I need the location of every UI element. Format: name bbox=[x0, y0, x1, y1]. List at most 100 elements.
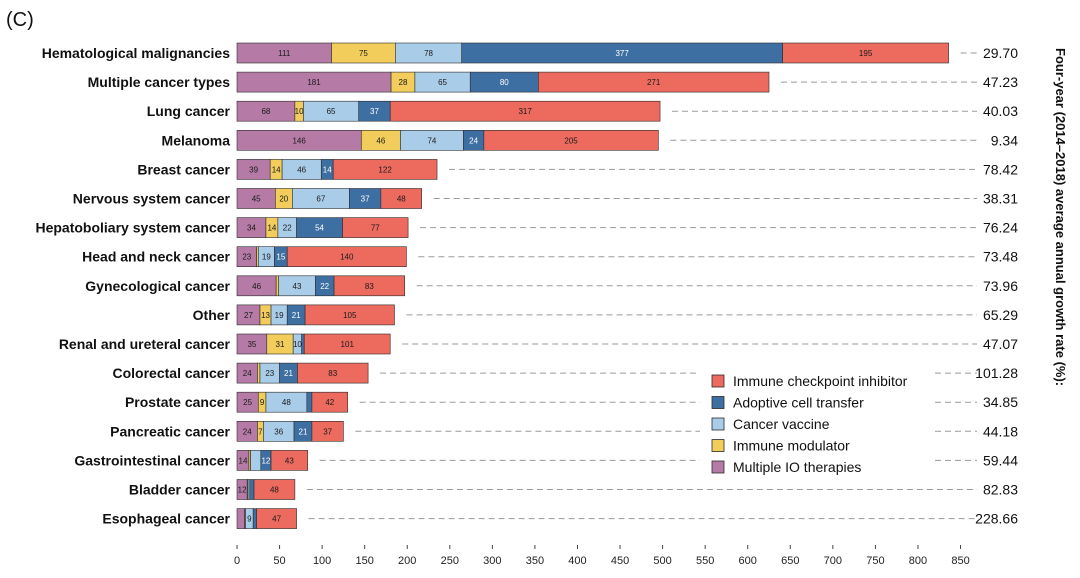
segment-value-label: 19 bbox=[275, 311, 284, 320]
segment-value-label: 14 bbox=[323, 165, 332, 174]
bar-segment bbox=[538, 71, 770, 93]
segment-value-label: 24 bbox=[243, 369, 252, 378]
segment-value-label: 22 bbox=[283, 224, 292, 233]
bar-segment bbox=[297, 362, 369, 384]
segment-value-label: 54 bbox=[315, 224, 324, 233]
leader-lines bbox=[306, 52, 977, 520]
growth-rate-label: 228.66 bbox=[975, 511, 1018, 527]
segment-value-label: 14 bbox=[267, 224, 276, 233]
segment-value-label: 65 bbox=[327, 107, 336, 116]
segment-value-label: 78 bbox=[424, 49, 433, 58]
category-label: Breast cancer bbox=[137, 161, 230, 177]
legend-swatch bbox=[711, 417, 725, 431]
segment-value-label: 48 bbox=[270, 486, 279, 495]
segment-value-label: 20 bbox=[279, 195, 288, 204]
bar-segment bbox=[311, 391, 348, 413]
bar-segment bbox=[483, 130, 659, 151]
segment-value-label: 12 bbox=[261, 456, 270, 465]
growth-rate-label: 76.24 bbox=[983, 220, 1018, 236]
growth-rate-label: 73.96 bbox=[983, 278, 1018, 294]
category-label: Pancreatic cancer bbox=[110, 423, 230, 439]
category-label: Multiple cancer types bbox=[88, 74, 231, 90]
legend-swatch bbox=[711, 439, 725, 452]
bar-segment bbox=[236, 508, 245, 529]
segment-value-label: 39 bbox=[249, 165, 258, 174]
growth-rate-label: 101.28 bbox=[975, 365, 1018, 381]
segment-value-label: 28 bbox=[399, 78, 408, 87]
segment-value-label: 25 bbox=[243, 398, 252, 407]
segment-value-label: 9 bbox=[260, 398, 265, 407]
growth-rate-label: 73.48 bbox=[983, 249, 1018, 265]
segment-value-label: 271 bbox=[647, 78, 661, 87]
segment-value-label: 75 bbox=[359, 49, 368, 58]
bar-segment bbox=[389, 100, 661, 122]
segment-value-label: 45 bbox=[252, 195, 261, 204]
x-tick-label: 500 bbox=[653, 555, 671, 567]
segment-value-label: 48 bbox=[397, 195, 406, 204]
category-label: Bladder cancer bbox=[129, 482, 231, 498]
bar-segment bbox=[306, 391, 313, 413]
segment-value-label: 146 bbox=[292, 136, 306, 145]
category-label: Head and neck cancer bbox=[82, 249, 230, 265]
growth-rate-label: 44.18 bbox=[983, 423, 1018, 439]
x-tick-label: 750 bbox=[866, 555, 884, 567]
bar-segment bbox=[303, 333, 391, 355]
growth-rate-label: 47.23 bbox=[983, 74, 1018, 90]
bar-segment bbox=[782, 42, 949, 64]
x-axis: 0 50 100 150 200 250 300 350 400 450 500 550 600 650 7… bbox=[234, 545, 970, 567]
growth-rate-label: 82.83 bbox=[983, 482, 1018, 498]
x-tick-label: 150 bbox=[356, 555, 374, 567]
segment-value-label: 46 bbox=[376, 136, 385, 145]
growth-rate-label: 47.07 bbox=[983, 336, 1018, 352]
category-label: Gastrointestinal cancer bbox=[74, 452, 230, 468]
segment-value-label: 46 bbox=[252, 282, 261, 291]
segment-value-label: 24 bbox=[469, 136, 478, 145]
growth-rate-label: 59.44 bbox=[983, 452, 1018, 468]
segment-value-label: 21 bbox=[299, 427, 308, 436]
segment-value-label: 27 bbox=[244, 311, 253, 320]
growth-rate-label: 78.42 bbox=[983, 161, 1018, 177]
bar-segment bbox=[333, 275, 405, 297]
growth-rate-label: 9.34 bbox=[991, 132, 1018, 148]
bar-segment bbox=[270, 450, 308, 471]
legend-label: Immune modulator bbox=[733, 438, 850, 454]
segment-value-label: 65 bbox=[438, 78, 447, 87]
segment-value-label: 317 bbox=[518, 107, 532, 116]
growth-rate-label: 38.31 bbox=[983, 191, 1018, 207]
category-label: Renal and ureteral cancer bbox=[59, 336, 231, 352]
x-tick-label: 550 bbox=[696, 555, 714, 567]
category-label: Colorectal cancer bbox=[113, 365, 231, 381]
segment-value-label: 21 bbox=[292, 311, 301, 320]
bar-segment bbox=[301, 333, 305, 355]
x-tick-label: 400 bbox=[568, 555, 586, 567]
x-tick-label: 700 bbox=[824, 555, 842, 567]
segment-value-label: 42 bbox=[325, 398, 334, 407]
segment-value-label: 83 bbox=[365, 282, 374, 291]
growth-rate-label: 29.70 bbox=[983, 45, 1018, 61]
growth-rate-labels: 29.70 47.23 40.03 9.34 78.42 38.31 76.24 73.48 7… bbox=[975, 45, 1018, 527]
segment-value-label: 12 bbox=[238, 486, 247, 495]
bar-segment bbox=[380, 188, 423, 209]
segment-value-label: 37 bbox=[323, 427, 332, 436]
segment-value-label: 43 bbox=[293, 282, 302, 291]
bar-segment bbox=[342, 217, 409, 238]
segment-value-label: 77 bbox=[371, 224, 380, 233]
legend-swatch bbox=[711, 396, 725, 409]
segment-value-label: 47 bbox=[272, 515, 281, 524]
legend-swatch bbox=[711, 460, 725, 474]
legend-label: Multiple IO therapies bbox=[733, 459, 861, 475]
segment-value-label: 9 bbox=[247, 515, 252, 524]
segment-value-label: 21 bbox=[284, 369, 293, 378]
x-tick-label: 200 bbox=[398, 555, 416, 567]
segment-value-label: 7 bbox=[258, 427, 263, 436]
category-label: Hematological malignancies bbox=[42, 45, 230, 61]
right-axis-title: Four-year (2014–2018) average annual gro… bbox=[1053, 48, 1068, 386]
bar-segment bbox=[249, 479, 255, 500]
category-labels: Hematological malignancies Multiple cance… bbox=[35, 45, 230, 527]
segment-value-label: 23 bbox=[242, 253, 251, 262]
segment-value-label: 14 bbox=[239, 456, 248, 465]
x-tick-label: 100 bbox=[313, 555, 331, 567]
bar-segment bbox=[311, 420, 344, 442]
bar-segment bbox=[257, 362, 261, 384]
